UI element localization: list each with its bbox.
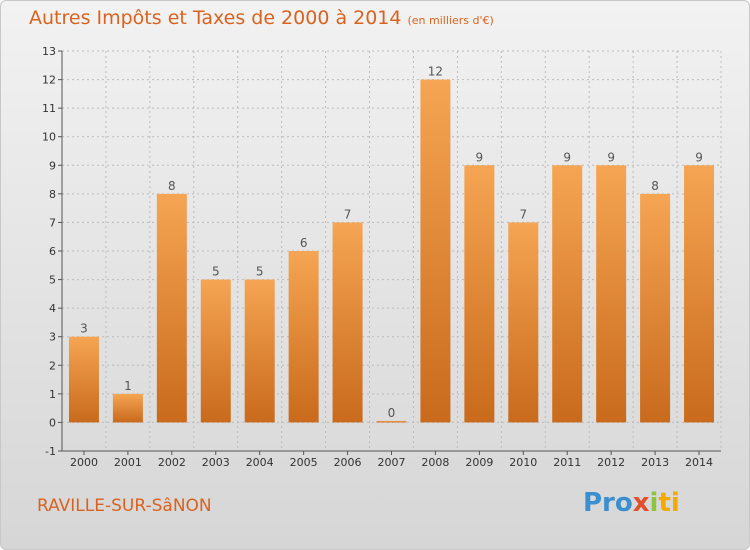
bar-2001 [112, 393, 143, 423]
bar-2011 [552, 165, 583, 423]
bar-2012 [596, 165, 627, 423]
y-tick-label: 12 [42, 74, 56, 87]
y-tick-label: 0 [49, 416, 56, 429]
logo-part-1: Pro [583, 488, 633, 518]
data-label-2008: 12 [428, 65, 443, 79]
y-tick-label: 1 [49, 388, 56, 401]
data-label-2009: 9 [476, 150, 484, 164]
proxiti-logo[interactable]: Proxiti [583, 488, 680, 518]
x-tick-label-2000: 2000 [70, 456, 98, 469]
data-label-2006: 7 [344, 207, 352, 221]
bar-2014 [684, 165, 715, 423]
y-tick-label: 3 [49, 331, 56, 344]
y-tick-label: 11 [42, 102, 56, 115]
y-tick-label: 8 [49, 188, 56, 201]
bar-2009 [464, 165, 495, 423]
data-label-2014: 9 [695, 150, 703, 164]
x-tick-label-2010: 2010 [509, 456, 537, 469]
x-tick-label-2006: 2006 [334, 456, 362, 469]
y-tick-label: 4 [49, 302, 56, 315]
bar-2005 [288, 251, 319, 423]
bar-2003 [200, 279, 231, 423]
x-tick-label-2003: 2003 [202, 456, 230, 469]
bar-2002 [156, 193, 187, 423]
bar-2006 [332, 222, 363, 423]
y-tick-label: 13 [42, 45, 56, 58]
bar-2007 [376, 420, 407, 423]
data-label-2004: 5 [256, 265, 264, 279]
bar-2010 [508, 222, 539, 423]
y-tick-label: 5 [49, 274, 56, 287]
y-tick-label: 7 [49, 216, 56, 229]
x-tick-label-2009: 2009 [465, 456, 493, 469]
data-label-2013: 8 [651, 179, 659, 193]
data-label-2002: 8 [168, 179, 176, 193]
chart-title-text: Autres Impôts et Taxes de 2000 à 2014 [29, 7, 402, 29]
city-name: RAVILLE-SUR-SâNON [37, 496, 212, 516]
data-label-2012: 9 [607, 150, 615, 164]
data-label-2005: 6 [300, 236, 308, 250]
data-label-2010: 7 [519, 207, 527, 221]
x-tick-label-2013: 2013 [641, 456, 669, 469]
y-tick-label: 6 [49, 245, 56, 258]
data-label-2007: 0 [388, 406, 396, 420]
bar-2000 [68, 336, 99, 423]
data-label-2001: 1 [124, 379, 132, 393]
y-tick-label: 2 [49, 359, 56, 372]
bars [68, 79, 715, 423]
logo-part-4: ti [658, 488, 680, 518]
x-tick-label-2007: 2007 [378, 456, 406, 469]
x-tick-label-2004: 2004 [246, 456, 274, 469]
x-tick-label-2001: 2001 [114, 456, 142, 469]
y-tick-label: 10 [42, 131, 56, 144]
x-tick-label-2008: 2008 [421, 456, 449, 469]
grid-lines [61, 50, 722, 452]
bar-2013 [640, 193, 671, 423]
y-tick-label: 9 [49, 159, 56, 172]
x-tick-label-2012: 2012 [597, 456, 625, 469]
chart-unit: (en milliers d'€) [407, 14, 494, 27]
x-tick-label-2002: 2002 [158, 456, 186, 469]
logo-part-2: x [632, 488, 650, 518]
x-tick-label-2014: 2014 [685, 456, 713, 469]
data-label-2000: 3 [80, 322, 88, 336]
data-label-2011: 9 [563, 150, 571, 164]
y-tick-label: -1 [45, 445, 56, 458]
labels: 3 2000 1 2001 8 2002 5 2003 5 2004 6 2005 7 2006 0 2007… [70, 65, 713, 469]
x-tick-label-2011: 2011 [553, 456, 581, 469]
chart-title: Autres Impôts et Taxes de 2000 à 2014 (en… [29, 7, 494, 29]
logo-part-3: i [649, 488, 659, 518]
bar-2008 [420, 79, 451, 423]
bar-2004 [244, 279, 275, 423]
data-label-2003: 5 [212, 265, 220, 279]
x-tick-label-2005: 2005 [290, 456, 318, 469]
